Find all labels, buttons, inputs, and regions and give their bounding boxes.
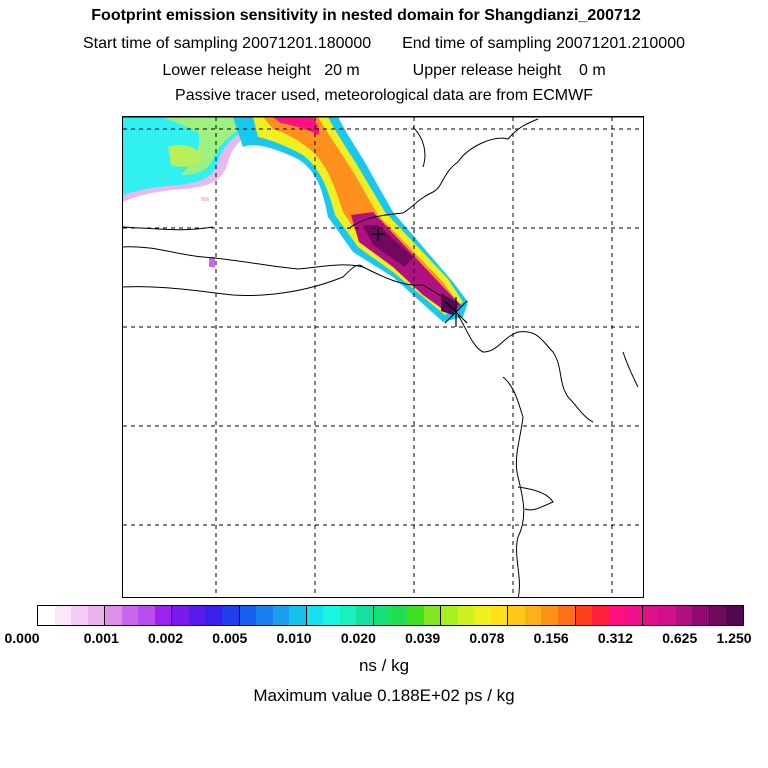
colorbar-swatch (71, 606, 88, 625)
colorbar-tick-label: 1.250 (716, 630, 752, 646)
colorbar-swatch (524, 606, 542, 625)
sampling-time-row: Start time of sampling 20071201.180000 E… (0, 34, 768, 54)
colorbar-swatch (574, 606, 593, 625)
start-time-label: Start time of sampling 20071201.180000 (83, 35, 372, 52)
colorbar-tick-label: 0.078 (469, 630, 505, 646)
colorbar-swatch (708, 606, 727, 625)
colorbar-swatch (222, 606, 239, 625)
border-line (123, 126, 639, 388)
colorbar-tick-label: 0.005 (212, 630, 248, 646)
colorbar-swatch (188, 606, 206, 625)
colorbar-swatch (339, 606, 357, 625)
plume-green (163, 117, 263, 175)
colorbar-swatch (38, 606, 55, 625)
colorbar-swatch (356, 606, 373, 625)
tracer-info: Passive tracer used, meteorological data… (175, 87, 593, 104)
colorbar-swatch (272, 606, 290, 625)
colorbar-tick-label: 0.000 (4, 630, 40, 646)
plot-title: Footprint emission sensitivity in nested… (91, 7, 641, 24)
colorbar-tick-label: 0.312 (597, 630, 633, 646)
colorbar-tick-label: 0.039 (405, 630, 441, 646)
colorbar-swatch (675, 606, 693, 625)
colorbar-swatch (457, 606, 475, 625)
colorbar-swatch (490, 606, 508, 625)
colorbar-swatch (390, 606, 408, 625)
colorbar-swatch (87, 606, 105, 625)
end-time-label: End time of sampling 20071201.210000 (402, 35, 685, 52)
map-canvas (123, 117, 643, 597)
colorbar-swatch (372, 606, 391, 625)
upper-release-label: Upper release height 0 m (412, 62, 606, 79)
footprint-map (122, 116, 644, 598)
colorbar-tick-label: 0.010 (276, 630, 312, 646)
max-value-label: Maximum value 0.188E+02 ps / kg (253, 686, 515, 705)
colorbar-swatch (541, 606, 558, 625)
colorbar-swatch (104, 606, 122, 625)
colorbar-swatch (608, 606, 626, 625)
colorbar-swatch (423, 606, 441, 625)
colorbar-tick-label: 0.625 (662, 630, 698, 646)
coastline (123, 117, 643, 597)
colorbar-tick-label: 0.156 (533, 630, 569, 646)
colorbar-swatch (692, 606, 709, 625)
plume-green-blob (168, 145, 201, 167)
colorbar-swatch (592, 606, 609, 625)
plume-magenta (273, 117, 320, 135)
colorbar-swatch (323, 606, 340, 625)
max-marker (371, 227, 385, 241)
plume-spot (209, 257, 215, 267)
colorbar-swatch (440, 606, 458, 625)
colorbar-swatch (407, 606, 424, 625)
colorbar-swatch (507, 606, 525, 625)
colorbar-swatch (238, 606, 257, 625)
colorbar-tick-label: 0.020 (340, 630, 376, 646)
colorbar-swatch (726, 606, 743, 625)
colorbar-swatch (474, 606, 491, 625)
colorbar-swatch (641, 606, 660, 625)
grid-lines (123, 117, 643, 597)
colorbar-swatch (54, 606, 72, 625)
colorbar-swatch (289, 606, 306, 625)
colorbar-swatch (557, 606, 575, 625)
colorbar-swatch (205, 606, 223, 625)
colorbar-unit: ns / kg (358, 656, 410, 675)
colorbar-swatch (256, 606, 273, 625)
release-height-row: Lower release height 20 m Upper release … (0, 61, 768, 81)
colorbar-swatch (154, 606, 172, 625)
plume-core-dark (363, 225, 413, 267)
colorbar-swatch (625, 606, 642, 625)
colorbar-swatch (305, 606, 324, 625)
lower-release-label: Lower release height 20 m (162, 62, 360, 79)
colorbar-swatch (171, 606, 189, 625)
colorbar-tick-label: 0.002 (148, 630, 184, 646)
colorbar (37, 605, 744, 626)
colorbar-swatch (121, 606, 139, 625)
colorbar-tick-label: 0.001 (83, 630, 119, 646)
plume-spot-2 (201, 197, 209, 201)
colorbar-swatch (659, 606, 676, 625)
colorbar-swatch (138, 606, 155, 625)
receptor-marker (444, 297, 468, 327)
